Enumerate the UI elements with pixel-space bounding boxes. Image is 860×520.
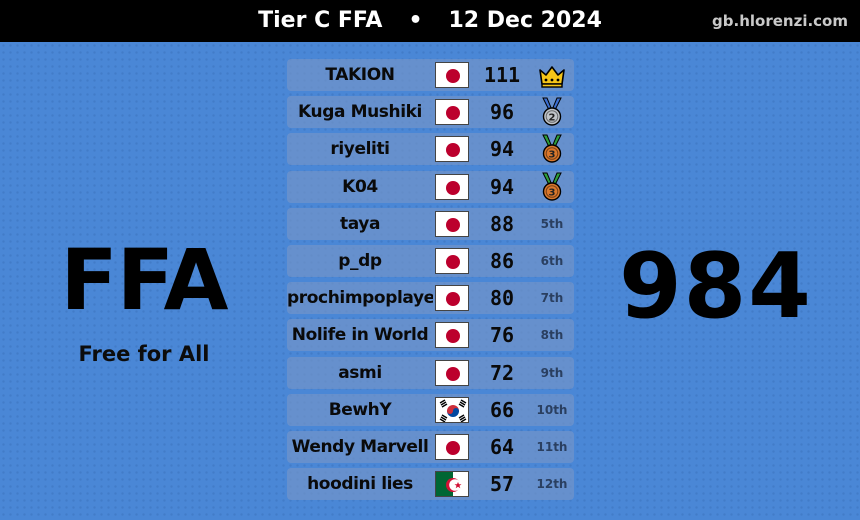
player-name: asmi [338,362,382,383]
results-table: TAKION 111 Kuga Mushiki 96 2 riyeliti 94 3 K04 94… [287,59,574,505]
flag-jp-icon [435,359,469,386]
event-title: Tier C FFA [258,8,383,33]
player-rank: 8th [540,328,564,343]
player-name: p_dp [338,250,382,271]
player-rank: 7th [540,291,564,306]
player-name: prochimpoplayer [287,288,433,309]
player-score: 96 [489,100,515,125]
player-score: 57 [489,472,515,497]
header-title-line: Tier C FFA • 12 Dec 2024 [0,0,860,42]
title-separator: • [408,8,423,33]
player-rank: 5th [540,216,564,231]
player-row: prochimpoplayer 80 7th [287,282,574,315]
top-bar [0,0,860,42]
flag-jp-icon [435,136,469,163]
flag-jp-icon [435,210,469,237]
player-rank: 11th [536,439,568,454]
player-row: Kuga Mushiki 96 2 [287,96,574,129]
player-name: Nolife in World [291,325,429,346]
player-name: riyeliti [330,139,390,160]
mode-short-label: FFA [60,231,228,329]
player-score: 66 [489,397,515,422]
flag-jp-icon [435,285,469,312]
player-name: hoodini lies [307,474,413,495]
player-rank: 6th [540,253,564,268]
player-row: BewhY 66 10th [287,393,574,426]
crown-icon [537,60,567,90]
player-row: Wendy Marvell 64 11th [287,430,574,463]
player-row: p_dp 86 6th [287,244,574,277]
player-score: 76 [489,323,515,348]
player-name: BewhY [328,399,392,420]
mode-panel: FFA Free for All [40,230,248,366]
total-score: 984 [619,234,813,339]
player-score: 86 [489,248,515,273]
bronze-medal-icon: 3 [537,172,567,202]
player-row: riyeliti 94 3 [287,133,574,166]
player-score: 88 [489,211,515,236]
flag-jp-icon [435,173,469,200]
medal-number: 2 [549,112,556,123]
player-row: K04 94 3 [287,170,574,203]
player-name: Wendy Marvell [291,436,429,457]
medal-number: 3 [549,150,556,161]
player-row: asmi 72 9th [287,356,574,389]
player-row: hoodini lies 57 12th [287,468,574,501]
player-rank: 9th [540,365,564,380]
flag-kr-icon [435,396,469,423]
player-row: TAKION 111 [287,59,574,91]
site-watermark: gb.hlorenzi.com [712,12,848,30]
player-score: 64 [489,434,515,459]
player-row: Nolife in World 76 8th [287,319,574,352]
player-name: K04 [342,176,378,197]
flag-jp-icon [435,322,469,349]
player-rank: 10th [536,402,568,417]
event-date: 12 Dec 2024 [448,8,602,33]
flag-jp-icon [435,62,469,88]
flag-jp-icon [435,99,469,126]
player-score: 94 [489,174,515,199]
silver-medal-icon: 2 [537,97,567,127]
bronze-medal-icon: 3 [537,134,567,164]
player-score: 72 [489,360,515,385]
medal-number: 3 [549,187,556,198]
player-score: 111 [483,63,521,87]
player-row: taya 88 5th [287,207,574,240]
player-name: Kuga Mushiki [298,102,422,123]
flag-jp-icon [435,433,469,460]
player-name: taya [339,213,381,234]
player-name: TAKION [325,65,395,85]
flag-dz-icon [435,471,469,498]
player-score: 80 [489,286,515,311]
flag-jp-icon [435,247,469,274]
mode-full-label: Free for All [78,342,210,366]
player-score: 94 [489,137,515,162]
player-rank: 12th [536,477,568,492]
